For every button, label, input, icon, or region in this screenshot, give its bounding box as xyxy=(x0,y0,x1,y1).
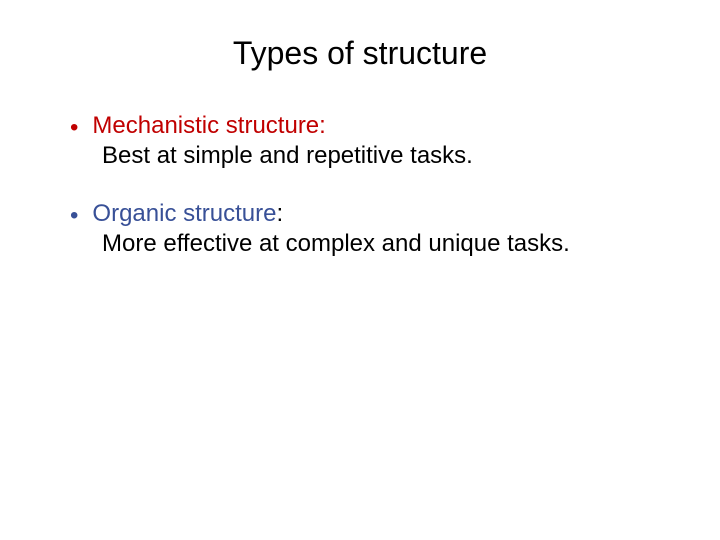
bullet-row: • Organic structure: xyxy=(70,200,670,228)
bullet-body: More effective at complex and unique tas… xyxy=(70,230,670,258)
bullet-heading: Organic structure xyxy=(92,200,276,228)
bullet-item: • Mechanistic structure: Best at simple … xyxy=(70,112,670,170)
bullet-colon: : xyxy=(276,200,283,228)
bullet-heading: Mechanistic structure: xyxy=(92,112,325,140)
bullet-item: • Organic structure: More effective at c… xyxy=(70,200,670,258)
bullet-row: • Mechanistic structure: xyxy=(70,112,670,140)
slide-title: Types of structure xyxy=(50,35,670,72)
bullet-body: Best at simple and repetitive tasks. xyxy=(70,142,670,170)
bullet-marker-icon: • xyxy=(70,116,78,140)
bullet-marker-icon: • xyxy=(70,204,78,228)
bullet-list: • Mechanistic structure: Best at simple … xyxy=(50,112,670,258)
